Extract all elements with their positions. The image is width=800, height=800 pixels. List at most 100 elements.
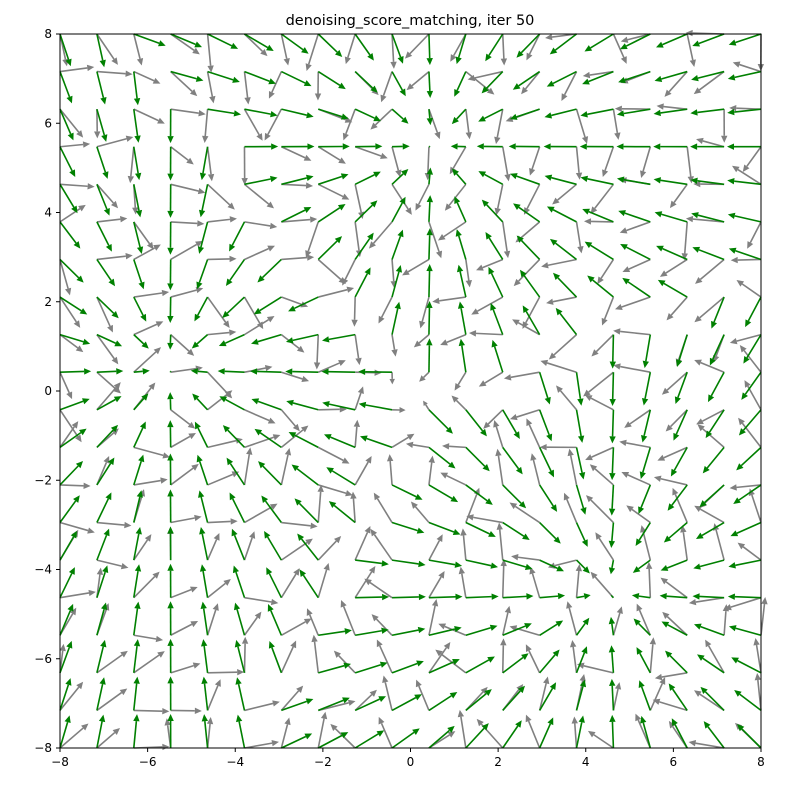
estimated-score-arrow [280,33,290,66]
estimated-score-arrow [170,463,199,486]
estimated-score-arrow [202,109,209,143]
estimated-score-arrow [96,296,113,333]
estimated-score-arrow [317,446,350,464]
estimated-score-arrow [333,650,356,674]
true-score-arrow [264,531,283,561]
true-score-arrow [619,33,651,50]
true-score-arrow [267,604,283,636]
estimated-score-arrow [133,321,164,336]
true-score-arrow [59,296,88,315]
true-score-arrow [354,70,378,93]
estimated-score-arrow [432,296,466,304]
true-score-arrow [132,714,140,749]
y-tick-label: −4 [34,563,52,577]
true-score-arrow [355,559,389,567]
true-score-arrow [608,522,616,548]
true-score-arrow [608,559,616,575]
true-score-arrow [727,108,762,116]
true-score-arrow [200,601,209,636]
true-score-arrow [317,203,346,223]
estimated-score-arrow [94,109,101,139]
true-score-arrow [285,333,319,344]
true-score-arrow [457,301,467,335]
estimated-score-arrow [280,640,297,674]
true-score-arrow [609,372,616,407]
true-score-arrow [502,446,523,475]
true-score-arrow [654,211,688,223]
true-score-arrow [711,296,725,329]
true-score-arrow [502,484,527,509]
true-score-arrow [354,171,381,186]
true-score-arrow [392,593,426,601]
true-score-arrow [727,143,762,150]
estimated-score-arrow [206,716,214,749]
true-score-arrow [549,238,578,261]
estimated-score-arrow [619,439,651,449]
true-score-arrow [199,527,209,561]
true-score-arrow [354,232,374,260]
true-score-arrow [59,368,92,375]
estimated-score-arrow [444,183,467,211]
x-tick-label: −8 [51,755,69,769]
estimated-score-arrow [619,221,651,234]
estimated-score-arrow [419,296,430,329]
true-score-arrow [167,146,174,181]
true-score-arrow [465,559,499,569]
true-score-arrow [222,296,246,318]
true-score-arrows [59,33,762,749]
estimated-score-arrow [351,297,358,327]
true-score-arrow [391,484,423,500]
estimated-score-arrow [575,108,589,144]
estimated-score-arrow [280,685,304,711]
estimated-score-arrow [59,681,84,711]
estimated-score-arrow [392,406,406,414]
true-score-arrow [609,714,616,749]
true-score-arrow [167,109,174,144]
true-score-arrow [458,338,467,373]
true-score-arrow [169,370,172,373]
estimated-score-arrow [545,33,577,41]
estimated-score-arrow [133,221,154,250]
estimated-score-arrow [522,296,541,329]
estimated-score-arrow [133,571,160,599]
estimated-score-arrow [428,221,443,259]
true-score-arrow [728,33,762,46]
true-score-arrow [741,371,762,400]
estimated-score-arrow [656,103,688,110]
true-score-arrow [59,495,80,523]
estimated-score-arrow [59,371,73,400]
true-score-arrow [451,168,467,185]
true-score-arrow [294,498,319,524]
estimated-score-arrow [207,437,243,449]
y-tick-label: −2 [34,473,52,487]
true-score-arrow [318,628,352,637]
true-score-arrow [167,334,174,350]
estimated-score-arrow [530,453,541,486]
true-score-arrow [673,409,688,441]
true-score-arrow [59,398,90,411]
true-score-arrow [502,559,533,571]
true-score-arrow [488,266,504,298]
true-score-arrow [609,409,616,444]
estimated-score-arrow [541,258,577,269]
true-score-arrow [317,70,346,90]
true-score-arrow [539,649,560,674]
true-score-arrow [207,70,240,83]
true-score-arrow [391,626,426,637]
true-score-arrow [288,431,319,449]
true-score-arrow [485,33,504,62]
estimated-score-arrow [694,296,725,323]
estimated-score-arrow [547,559,577,569]
true-score-arrow [198,184,209,218]
true-score-arrow [676,334,688,368]
estimated-score-arrow [602,146,615,178]
true-score-arrow [465,484,493,505]
true-score-arrow [354,267,371,298]
estimated-score-arrow [59,183,95,190]
estimated-score-arrow [513,258,541,287]
true-score-arrow [297,533,319,561]
true-score-arrow [281,108,314,119]
true-score-arrow [509,173,540,186]
true-score-arrow [454,71,467,97]
true-score-arrow [219,396,245,411]
